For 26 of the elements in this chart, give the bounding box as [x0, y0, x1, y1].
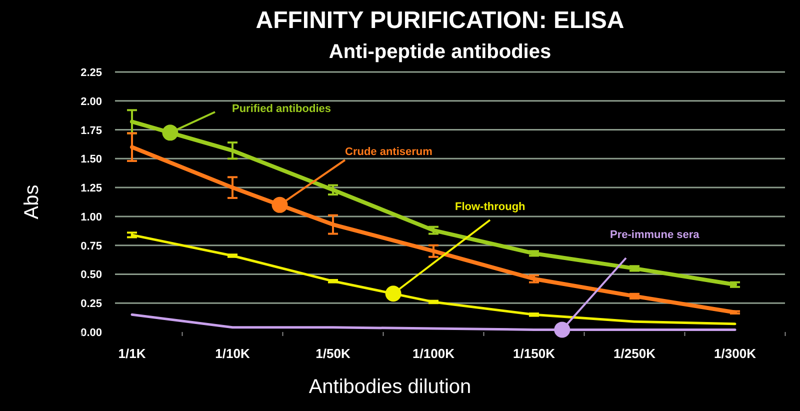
- x-axis-title: Antibodies dilution: [308, 376, 472, 398]
- y-tick-label: 1.50: [80, 154, 102, 166]
- y-tick-label: 1.00: [80, 211, 102, 224]
- line-series: [130, 313, 736, 331]
- y-tick-label: 2.00: [80, 96, 102, 108]
- y-axis-title: Abs: [21, 184, 43, 220]
- chart-subtitle: Anti-peptide antibodies: [328, 41, 552, 63]
- x-tick-label: 1/300K: [714, 346, 757, 361]
- text: Pre-immune sera: [610, 229, 700, 241]
- text: Crude antiserum: [345, 146, 433, 158]
- y-tick-label: 0.75: [80, 240, 102, 252]
- y-tick-label: 1.25: [80, 182, 102, 195]
- y-tick-label: 1.75: [80, 124, 102, 137]
- chart-title: AFFINITY PURIFICATION: ELISA: [256, 7, 624, 34]
- y-tick-label: 0.00: [80, 327, 102, 339]
- text: Flow-through: [455, 201, 526, 213]
- y-tick-label: 0.25: [80, 298, 102, 310]
- x-tick-label: 1/1K: [118, 346, 146, 361]
- x-tick-label: 1/250K: [614, 346, 656, 361]
- y-tick-label: 0.50: [80, 269, 102, 282]
- y-tick-label: 2.25: [80, 67, 102, 79]
- x-tick-label: 1/50K: [316, 346, 351, 361]
- text: Purified antibodies: [232, 103, 332, 115]
- x-tick-label: 1/150K: [513, 346, 556, 361]
- x-tick-label: 1/100K: [412, 346, 456, 361]
- x-tick-label: 1/10K: [215, 346, 250, 361]
